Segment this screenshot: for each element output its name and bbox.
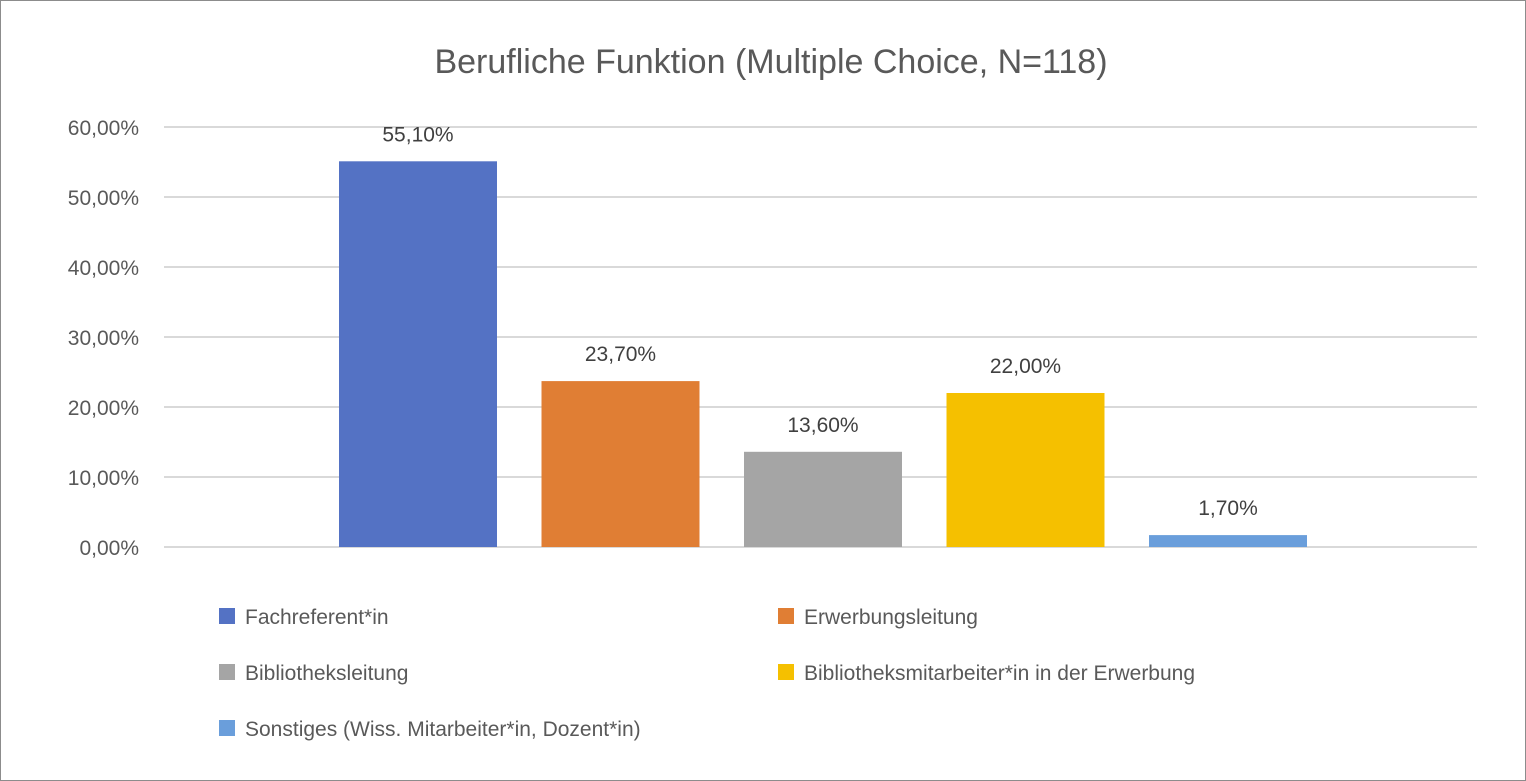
legend-swatch — [219, 664, 235, 680]
chart-title: Berufliche Funktion (Multiple Choice, N=… — [434, 43, 1107, 81]
bar-3 — [744, 451, 902, 547]
legend-label: Fachreferent*in — [245, 606, 389, 629]
legend-swatch — [219, 720, 235, 736]
bar-1 — [339, 161, 497, 548]
data-label: 55,10% — [382, 123, 453, 146]
legend: Fachreferent*in Erwerbungsleitung Biblioth… — [219, 606, 1195, 741]
legend-swatch — [778, 608, 794, 624]
bar-4 — [946, 393, 1105, 547]
data-label: 13,60% — [787, 414, 858, 437]
legend-label: Bibliotheksmitarbeiter*in in der Erwerbu… — [804, 662, 1195, 685]
y-axis-ticks: 0,00% 10,00% 20,00% 30,00% 40,00% 50,00% 60,00… — [68, 117, 139, 560]
y-tick-label: 50,00% — [68, 187, 139, 210]
data-labels: 55,10% 23,70% 13,60% 22,00% 1,70% — [382, 123, 1257, 520]
data-label: 22,00% — [990, 355, 1061, 378]
legend-label: Erwerbungsleitung — [804, 606, 978, 629]
legend-swatch — [219, 608, 235, 624]
y-tick-label: 30,00% — [68, 327, 139, 350]
bar-2 — [541, 381, 700, 547]
y-tick-label: 10,00% — [68, 467, 139, 490]
data-label: 23,70% — [585, 343, 656, 366]
y-tick-label: 40,00% — [68, 257, 139, 280]
data-label: 1,70% — [1198, 497, 1258, 520]
legend-label: Bibliotheksleitung — [245, 662, 408, 685]
legend-label: Sonstiges (Wiss. Mitarbeiter*in, Dozent*… — [245, 718, 641, 741]
bars — [339, 161, 1307, 548]
legend-swatch — [778, 664, 794, 680]
y-tick-label: 20,00% — [68, 397, 139, 420]
y-tick-label: 0,00% — [79, 537, 139, 560]
y-tick-label: 60,00% — [68, 117, 139, 140]
bar-5 — [1149, 535, 1307, 547]
